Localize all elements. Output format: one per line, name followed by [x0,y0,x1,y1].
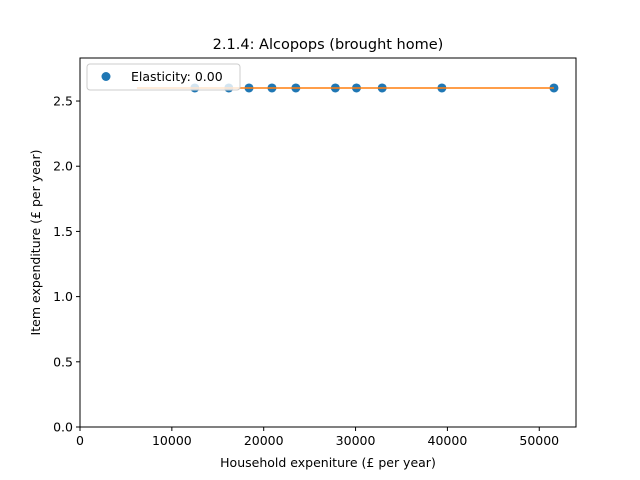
x-tick-label: 40000 [428,433,468,448]
y-tick-label: 2.0 [53,159,73,174]
x-tick-label: 10000 [152,433,192,448]
chart-title: 2.1.4: Alcopops (brought home) [213,37,444,53]
legend-marker [101,72,111,81]
x-tick-label: 20000 [244,433,284,448]
legend-label: Elasticity: 0.00 [131,69,223,84]
y-tick-label: 1.0 [53,289,73,304]
x-tick-label: 30000 [336,433,376,448]
x-tick-label: 50000 [519,433,559,448]
y-tick-label: 1.5 [53,224,73,239]
y-tick-label: 0.5 [53,354,73,369]
y-tick-label: 0.0 [53,420,73,435]
legend-box [86,63,241,91]
y-axis: 0.0 0.5 1.0 1.5 2.0 2.5 [53,94,80,435]
x-axis-label: Household expeniture (£ per year) [220,455,436,470]
plot-frame [79,57,577,428]
x-axis: 0 10000 20000 30000 40000 50000 [76,427,559,448]
legend: Elasticity: 0.00 [86,63,241,91]
x-tick-label: 0 [76,433,84,448]
y-tick-label: 2.5 [53,94,73,109]
y-axis-label: Item expenditure (£ per year) [28,150,43,336]
